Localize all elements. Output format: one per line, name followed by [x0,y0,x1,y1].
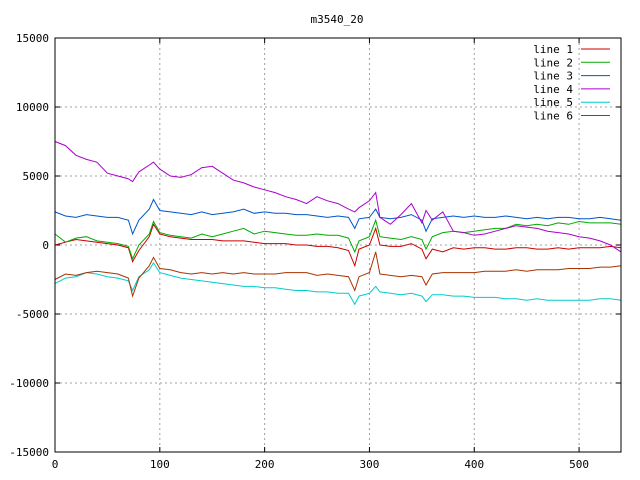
series-line-4 [54,141,622,253]
x-tick-label: 400 [464,458,484,471]
y-tick-label: 0 [42,239,49,252]
x-tick-label: 500 [569,458,589,471]
y-tick-label: -5000 [16,308,49,321]
y-tick-label: -15000 [9,446,49,459]
y-tick-label: 15000 [16,32,49,45]
axis-ticks: 0 100 200 300 400 500 -15000 -10000 -5000 0 5000 10… [9,32,621,471]
x-tick-label: 200 [255,458,275,471]
legend-label-4: line 4 [533,83,573,96]
legend-label-5: line 5 [533,96,573,109]
series-lines [54,141,622,306]
y-tick-label: 10000 [16,101,49,114]
series-line-6 [54,251,622,298]
series-line-5 [54,261,622,306]
legend-label-2: line 2 [533,56,573,69]
y-tick-label: -10000 [9,377,49,390]
plot-frame [54,37,622,453]
x-tick-label: 100 [150,458,170,471]
series-line-2 [54,218,622,261]
legend-label-3: line 3 [533,70,573,83]
series-line-1 [54,223,622,268]
series-line-3 [54,198,622,236]
x-tick-label: 300 [360,458,380,471]
legend-label-1: line 1 [533,43,573,56]
legend-label-6: line 6 [533,110,573,123]
x-tick-label: 0 [52,458,59,471]
y-tick-label: 5000 [23,170,50,183]
chart-title: m3540_20 [311,13,364,26]
